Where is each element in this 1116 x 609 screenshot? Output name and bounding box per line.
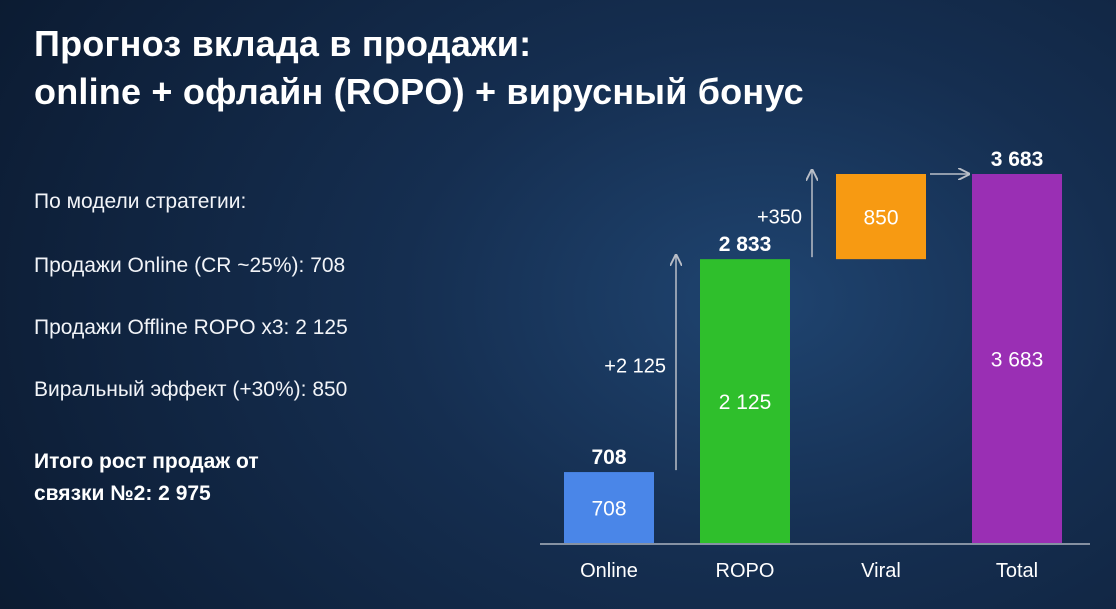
bar-total-label-online: 708 [591, 446, 626, 469]
bar-total [972, 174, 1062, 543]
bar-total-label-ropo: 2 833 [719, 233, 772, 256]
title-line-1: Прогноз вклада в продажи: [34, 23, 532, 64]
bar-value-label-total: 3 683 [991, 349, 1044, 372]
bar-viral [836, 174, 926, 260]
title-line-2: online + офлайн (ROPO) + вирусный бонус [34, 71, 804, 112]
bar-online [564, 472, 654, 543]
growth-label-1: +2 125 [604, 356, 666, 378]
summary-total-line-1: Итого рост продаж от [34, 450, 259, 473]
summary-total: Итого рост продаж от связки №2: 2 975 [34, 446, 259, 510]
summary-heading: По модели стратегии: [34, 190, 247, 213]
bar-value-label-ropo: 2 125 [719, 391, 772, 414]
x-tick-label-total: Total [996, 560, 1038, 582]
x-tick-label-viral: Viral [861, 560, 901, 582]
bar-value-label-viral: 850 [863, 207, 898, 230]
x-tick-label-ropo: ROPO [716, 560, 775, 582]
bar-value-label-online: 708 [591, 498, 626, 521]
summary-total-line-2: связки №2: 2 975 [34, 482, 211, 505]
growth-label-2: +350 [757, 207, 802, 229]
summary-online-sales: Продажи Online (CR ~25%): 708 [34, 254, 346, 277]
bar-ropo [700, 259, 790, 543]
summary-viral-effect: Виральный эффект (+30%): 850 [34, 378, 348, 401]
summary-offline-sales: Продажи Offline ROPO x3: 2 125 [34, 316, 348, 339]
x-tick-label-online: Online [580, 560, 638, 582]
slide-title: Прогноз вклада в продажи: online + офлай… [34, 20, 804, 116]
bar-total-label-total: 3 683 [991, 148, 1044, 171]
